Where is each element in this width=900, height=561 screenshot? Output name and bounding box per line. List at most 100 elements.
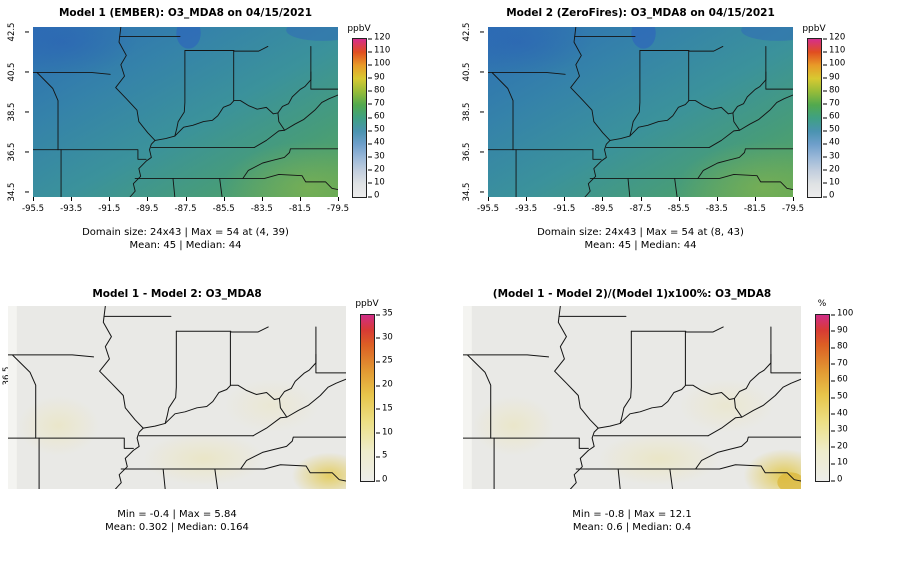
panel1-stats-line1: Domain size: 24x43 | Max = 54 at (4, 39)	[82, 227, 289, 238]
tick-label: -89.5	[591, 197, 614, 214]
tick-label: 60	[831, 374, 848, 385]
tick-label: 10	[831, 457, 848, 468]
panel1-title: Model 1 (EMBER): O3_MDA8 on 04/15/2021	[58, 7, 313, 19]
tick-label: 60	[368, 111, 385, 122]
tick-label: 70	[831, 358, 848, 369]
faint-diff-blob	[18, 395, 100, 456]
tick-label: -93.5	[515, 197, 538, 214]
panel1-map	[33, 27, 338, 197]
low-ozone-northwest-blob	[488, 27, 592, 77]
positive-diff-southeast-blob	[291, 452, 346, 489]
tick-label: 20	[376, 379, 393, 390]
panel2-colorbar	[807, 38, 822, 198]
tick-label: -87.5	[174, 197, 197, 214]
tick-label: 90	[823, 72, 840, 82]
tick-label: 40	[823, 137, 840, 148]
percent-difference-field-map	[463, 306, 801, 489]
tick-label: 38.5	[7, 102, 17, 122]
lake-michigan	[631, 27, 656, 49]
tick-label: 0	[830, 474, 843, 485]
faint-diff-blob	[473, 395, 555, 456]
tick-label: -79.5	[782, 197, 804, 214]
tick-label: 120	[367, 32, 391, 43]
tick-label: 40	[831, 408, 848, 419]
panel2-stats-line1: Domain size: 24x43 | Max = 54 at (8, 43)	[537, 227, 744, 238]
tick-label: 50	[831, 391, 848, 402]
tick-label: 80	[368, 85, 385, 96]
tick-label: 100	[367, 58, 391, 69]
ozone-field-map	[488, 27, 793, 197]
tick-label: -93.5	[60, 197, 83, 214]
strong-diff-corner-spot	[777, 472, 801, 489]
panel3-stats: Min = -0.4 | Max = 5.84 Mean: 0.302 | Me…	[8, 509, 346, 534]
tick-label: 90	[368, 72, 385, 82]
domain-edge-strip	[463, 306, 472, 489]
tick-label: -81.5	[288, 197, 311, 214]
panel4-colorbar-unit: %	[817, 299, 827, 309]
faint-diff-blob	[598, 432, 720, 486]
tick-label: -83.5	[250, 197, 273, 214]
panel1-x-axis: -95.5 -93.5 -91.5 -89.5 -87.5 -85.5 -83.5 -81.5…	[22, 197, 349, 214]
tick-label: -89.5	[136, 197, 159, 214]
panel4-stats-line2: Mean: 0.6 | Median: 0.4	[572, 521, 692, 533]
panel4-stats: Min = -0.8 | Max = 12.1 Mean: 0.6 | Medi…	[463, 509, 801, 534]
ozone-field-map	[33, 27, 338, 197]
panel3-colorbar-unit: ppbV	[355, 299, 379, 309]
tick-label: 42.5	[7, 22, 17, 42]
tick-label: -95.5	[477, 197, 499, 214]
panel1-colorbar-unit: ppbV	[347, 24, 371, 34]
tick-label: 10	[368, 177, 385, 188]
panel4-stats-line1: Min = -0.8 | Max = 12.1	[572, 509, 692, 520]
tick-label: 0	[367, 190, 380, 201]
panel3-colorbar	[360, 314, 375, 482]
panel1-colorbar	[352, 38, 367, 198]
tick-label: 36.5	[462, 142, 472, 162]
panel2-stats: Domain size: 24x43 | Max = 54 at (8, 43)…	[473, 227, 808, 252]
tick-label: 40.5	[7, 62, 17, 82]
panel2-stats-line2: Mean: 45 | Median: 44	[584, 239, 697, 251]
panel2-x-axis: -95.5 -93.5 -91.5 -89.5 -87.5 -85.5 -83.5 -81.5…	[477, 197, 804, 214]
tick-label: 100	[822, 58, 846, 69]
tick-label: 30	[831, 424, 848, 435]
tick-label: 20	[368, 164, 385, 175]
tick-label: -81.5	[743, 197, 766, 214]
high-ozone-southeast-blob	[222, 141, 338, 197]
tick-label: 50	[823, 124, 840, 135]
tick-label: -83.5	[705, 197, 728, 214]
tick-label: 36.5	[7, 142, 17, 162]
tick-label: 20	[823, 164, 840, 175]
tick-label: 20	[831, 441, 848, 452]
panel2-title: Model 2 (ZeroFires): O3_MDA8 on 04/15/20…	[506, 7, 775, 19]
tick-label: -91.5	[553, 197, 576, 214]
tick-label: -91.5	[98, 197, 121, 214]
tick-label: 50	[368, 124, 385, 135]
tick-label: 70	[368, 98, 385, 109]
lake-erie	[741, 27, 793, 41]
faint-diff-blob	[224, 379, 319, 433]
high-ozone-southeast-blob	[677, 141, 793, 197]
tick-label: 5	[375, 450, 388, 461]
faint-diff-blob	[143, 432, 265, 486]
tick-label: 0	[822, 190, 835, 201]
faint-diff-blob	[679, 379, 774, 433]
panel4-title: (Model 1 - Model 2)/(Model 1)x100%: O3_M…	[492, 288, 772, 300]
lake-michigan	[176, 27, 201, 49]
tick-label: 60	[823, 111, 840, 122]
tick-label: 40	[368, 137, 385, 148]
tick-label: 42.5	[462, 22, 472, 42]
tick-label: 40.5	[462, 62, 472, 82]
tick-label: 0	[375, 474, 388, 485]
lake-erie	[286, 27, 338, 41]
tick-label: 34.5	[462, 182, 472, 202]
tick-label: 80	[831, 341, 848, 352]
panel3-map	[8, 306, 346, 489]
panel4-colorbar	[815, 314, 830, 482]
panel1-stats: Domain size: 24x43 | Max = 54 at (4, 39)…	[18, 227, 353, 252]
tick-label: -87.5	[629, 197, 652, 214]
panel2-map	[488, 27, 793, 197]
panel2-y-axis: 42.5 40.5 38.5 36.5 34.5	[457, 23, 477, 202]
tick-label: 90	[831, 325, 848, 336]
panel3-stats-line1: Min = -0.4 | Max = 5.84	[117, 509, 237, 520]
tick-label: -95.5	[22, 197, 44, 214]
domain-edge-strip	[8, 306, 17, 489]
